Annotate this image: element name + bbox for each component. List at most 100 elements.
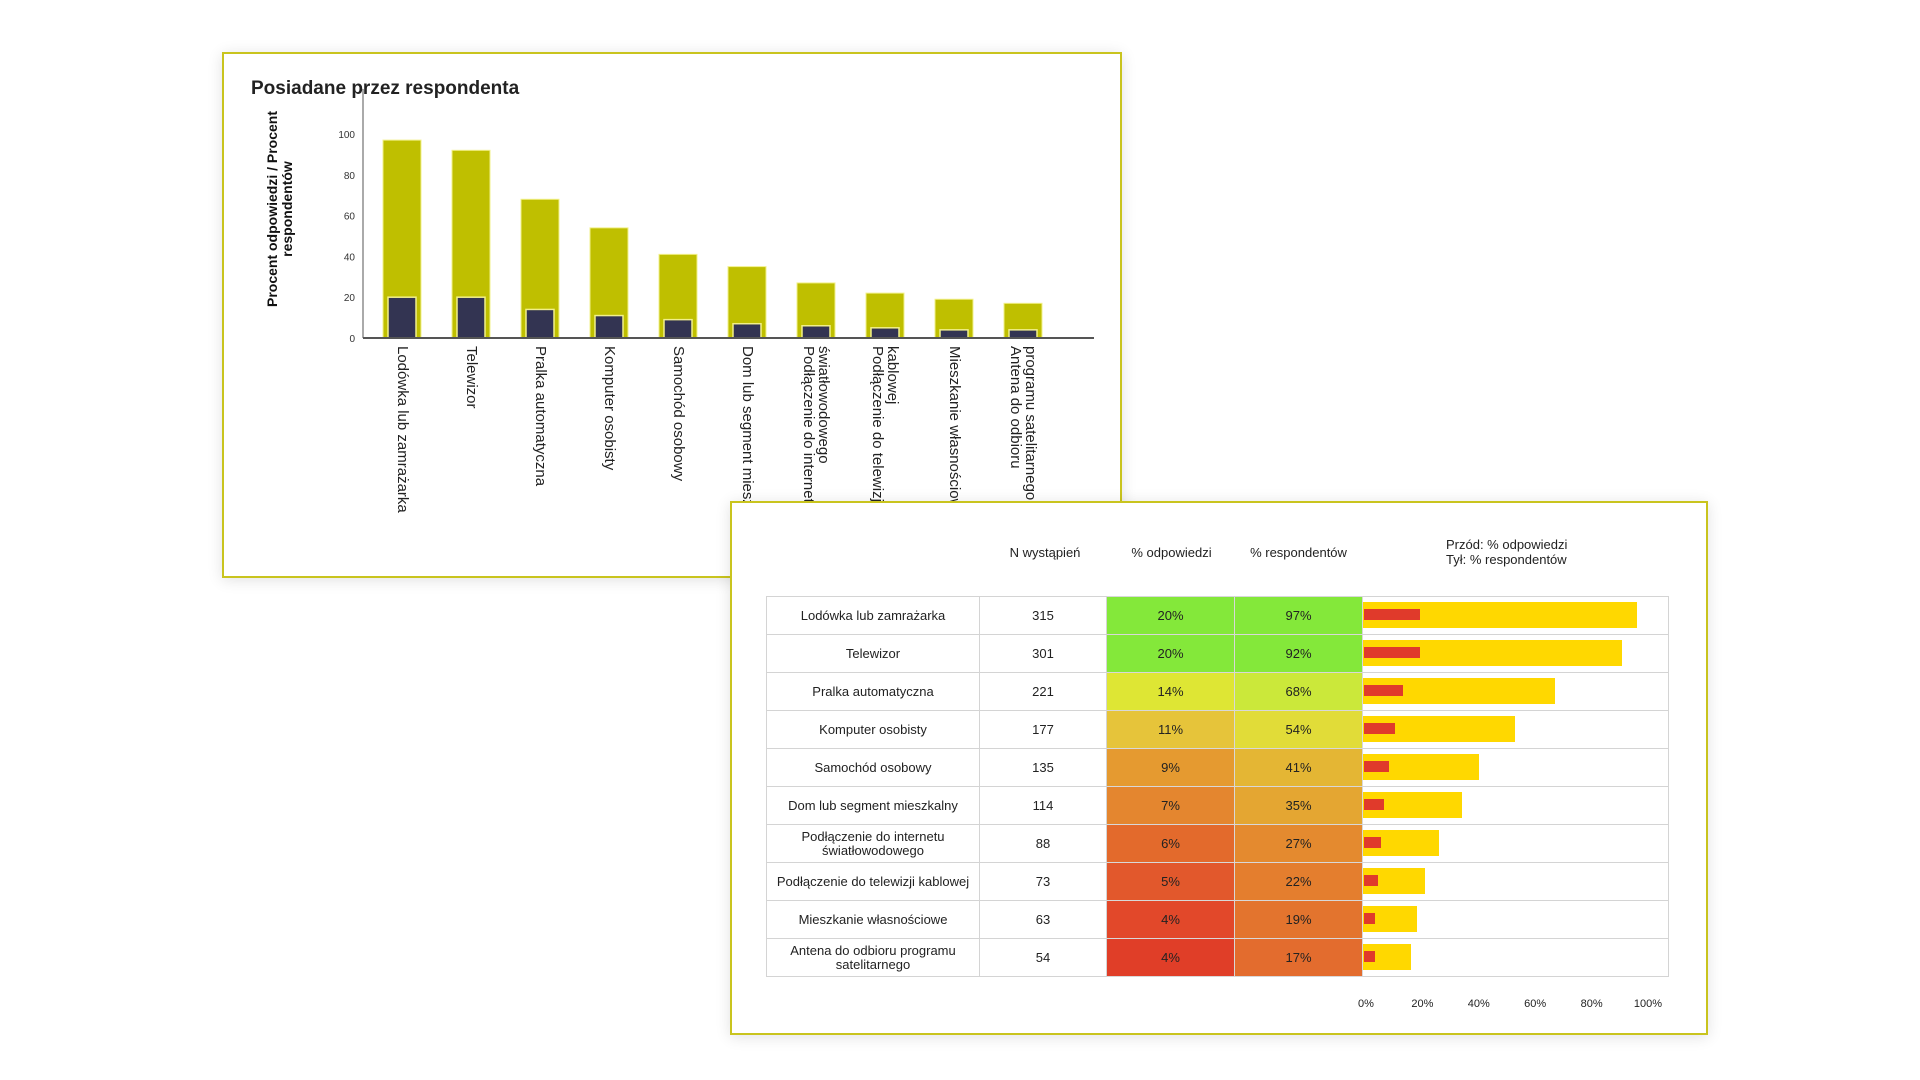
cell-bars [1362, 748, 1669, 787]
x-tick-label: Pralka automatyczna [532, 346, 549, 487]
x-tick-label: Komputer osobisty [601, 346, 618, 471]
x-tick-label: Lodówka lub zamrażarka [394, 346, 411, 513]
bar-answers [1363, 722, 1397, 735]
table-panel: N wystąpień % odpowiedzi % respondentów … [730, 501, 1708, 1035]
cell-n: 315 [979, 596, 1107, 635]
bar-answers [1363, 836, 1382, 849]
cell-pct-respondents: 27% [1234, 824, 1363, 863]
cell-pct-answers: 11% [1106, 710, 1235, 749]
bar-answers [1363, 912, 1377, 925]
x-tick-label: 60% [1524, 998, 1547, 1010]
table-row: Podłączenie do internetu światłowodowego… [766, 824, 1669, 863]
cell-pct-respondents: 35% [1234, 786, 1363, 825]
table-row: Dom lub segment mieszkalny 114 7% 35% [766, 786, 1669, 825]
bar-answers [387, 296, 417, 339]
cell-bars [1362, 938, 1669, 977]
cell-pct-respondents: 19% [1234, 900, 1363, 939]
bar-answers [1363, 950, 1377, 963]
bar-answers [1363, 798, 1385, 811]
row-label: Podłączenie do internetu światłowodowego [766, 824, 980, 863]
bar-answers [732, 322, 762, 339]
cell-bars [1362, 596, 1669, 635]
x-tick-label: 100% [1633, 998, 1663, 1010]
row-label: Telewizor [766, 634, 980, 673]
cell-n: 301 [979, 634, 1107, 673]
x-tick-label: programu satelitarnego [1022, 346, 1039, 500]
bar-answers [1363, 684, 1405, 697]
bar-legend: Przód: % odpowiedzi Tył: % respondentów [1446, 537, 1567, 567]
x-tick-label: 20% [1411, 998, 1434, 1010]
bar-answers [939, 329, 969, 339]
row-label: Antena do odbioru programu satelitarnego [766, 938, 980, 977]
cell-bars [1362, 824, 1669, 863]
bar-answers [1363, 760, 1391, 773]
table-row: Telewizor 301 20% 92% [766, 634, 1669, 673]
table-row: Podłączenie do telewizji kablowej 73 5% 22% [766, 862, 1669, 901]
legend-back: Tył: % respondentów [1446, 552, 1567, 567]
row-label: Lodówka lub zamrażarka [766, 596, 980, 635]
y-tick-label: 100 [338, 130, 355, 141]
header-n: N wystąpień [1009, 545, 1081, 560]
cell-n: 73 [979, 862, 1107, 901]
table-row: Lodówka lub zamrażarka 315 20% 97% [766, 596, 1669, 635]
row-label: Mieszkanie własnościowe [766, 900, 980, 939]
table-row: Pralka automatyczna 221 14% 68% [766, 672, 1669, 711]
x-tick-label: 80% [1580, 998, 1603, 1010]
y-tick-label: 40 [344, 252, 356, 263]
table-row: Samochód osobowy 135 9% 41% [766, 748, 1669, 787]
table-row: Komputer osobisty 177 11% 54% [766, 710, 1669, 749]
cell-pct-answers: 7% [1106, 786, 1235, 825]
cell-n: 135 [979, 748, 1107, 787]
x-tick-label: Samochód osobowy [670, 346, 687, 482]
cell-pct-answers: 20% [1106, 634, 1235, 673]
results-table: Lodówka lub zamrażarka 315 20% 97% Telewizor… [766, 596, 1669, 977]
y-tick-label: 60 [344, 212, 356, 223]
y-tick-label: 80 [344, 171, 356, 182]
table-row: Mieszkanie własnościowe 63 4% 19% [766, 900, 1669, 939]
cell-pct-respondents: 97% [1234, 596, 1363, 635]
legend-front: Przód: % odpowiedzi [1446, 537, 1568, 552]
bar-answers [801, 325, 831, 339]
cell-bars [1362, 786, 1669, 825]
cell-pct-answers: 20% [1106, 596, 1235, 635]
cell-n: 221 [979, 672, 1107, 711]
x-tick-label: 40% [1467, 998, 1490, 1010]
cell-pct-respondents: 41% [1234, 748, 1363, 787]
x-tick-label: Telewizor [463, 346, 480, 409]
bar-answers [1363, 874, 1380, 887]
y-tick-label: 0 [349, 334, 355, 345]
row-label: Dom lub segment mieszkalny [766, 786, 980, 825]
x-tick-label: Mieszkanie własnościowe [946, 346, 963, 518]
cell-pct-answers: 4% [1106, 900, 1235, 939]
bar-answers [1008, 329, 1038, 339]
x-tick-label: Podłączenie do telewizji [869, 346, 886, 505]
header-pct-answers: % odpowiedzi [1131, 545, 1212, 560]
bar-answers [870, 327, 900, 339]
x-tick-label: kablowej [884, 346, 901, 404]
cell-pct-respondents: 68% [1234, 672, 1363, 711]
cell-n: 177 [979, 710, 1107, 749]
cell-n: 63 [979, 900, 1107, 939]
cell-pct-respondents: 54% [1234, 710, 1363, 749]
cell-pct-respondents: 17% [1234, 938, 1363, 977]
cell-bars [1362, 634, 1669, 673]
cell-pct-answers: 9% [1106, 748, 1235, 787]
bar-answers [525, 308, 555, 339]
row-label: Komputer osobisty [766, 710, 980, 749]
cell-pct-answers: 14% [1106, 672, 1235, 711]
x-tick-label: Dom lub segment mieszkalny [739, 346, 756, 542]
cell-bars [1362, 672, 1669, 711]
row-label: Podłączenie do telewizji kablowej [766, 862, 980, 901]
bar-chart-panel: Posiadane przez respondenta Procent odpo… [222, 52, 1122, 578]
cell-n: 114 [979, 786, 1107, 825]
cell-pct-respondents: 22% [1234, 862, 1363, 901]
cell-bars [1362, 862, 1669, 901]
table-row: Antena do odbioru programu satelitarnego… [766, 938, 1669, 977]
x-tick-label: światłowodowego [815, 346, 832, 464]
header-pct-respondents: % respondentów [1250, 545, 1347, 560]
bar-answers [1363, 608, 1422, 621]
chart-title: Posiadane przez respondenta [251, 78, 520, 99]
y-tick-label: 20 [344, 293, 356, 304]
cell-n: 54 [979, 938, 1107, 977]
bar-chart: 0 20 40 60 80 100 Lodówka lub zamrażarka Telewi… [338, 89, 1094, 542]
